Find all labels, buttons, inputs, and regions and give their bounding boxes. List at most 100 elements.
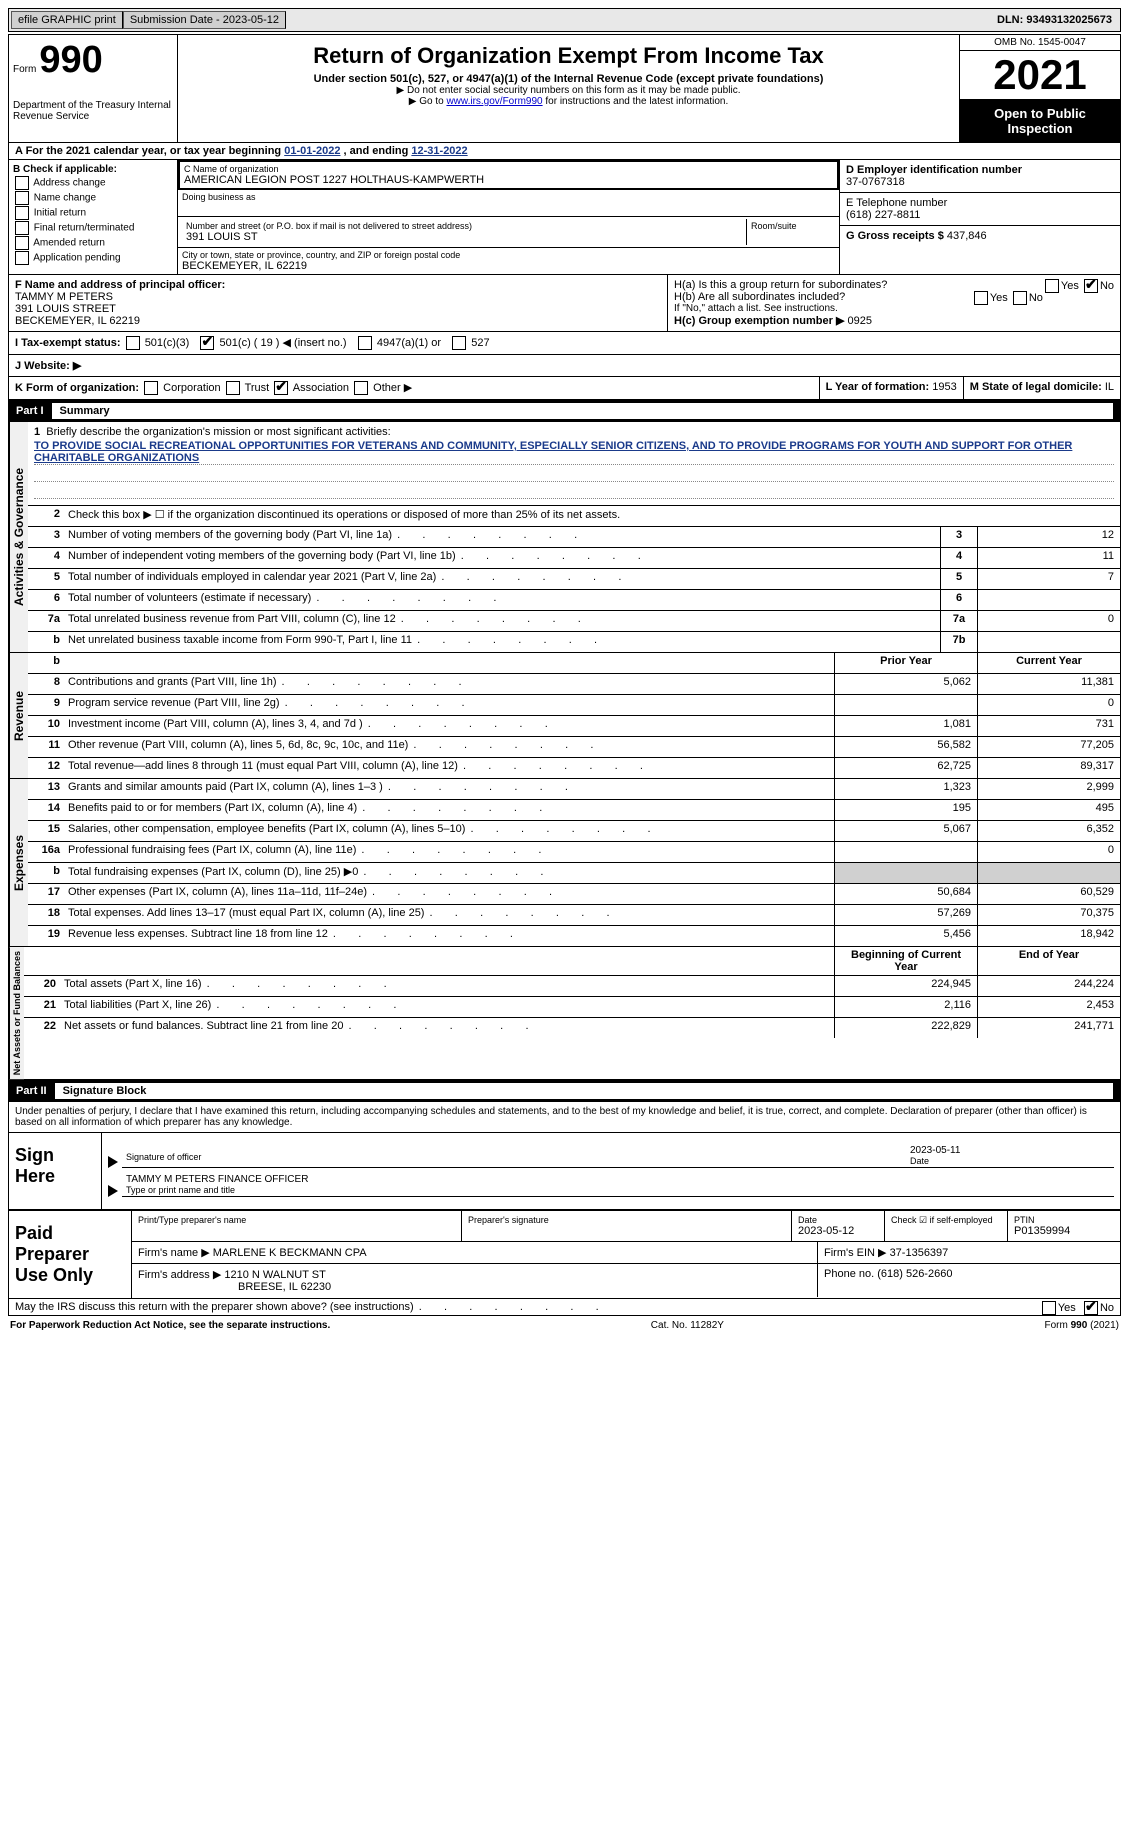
opt-corp[interactable]: Corporation	[163, 382, 220, 394]
officer-signature-field[interactable]: Signature of officer	[122, 1152, 906, 1168]
opt-assoc[interactable]: Association	[293, 382, 349, 394]
discuss-yes[interactable]: Yes	[1058, 1302, 1076, 1314]
begin-year-header: Beginning of Current Year	[834, 947, 977, 975]
vlabel-revenue: Revenue	[9, 653, 28, 778]
opt-501c[interactable]: 501(c) ( 19 ) ◀ (insert no.)	[220, 337, 347, 349]
line-17: 17Other expenses (Part IX, column (A), l…	[28, 884, 1120, 905]
paid-preparer-label: Paid Preparer Use Only	[9, 1211, 132, 1298]
h-b-yes[interactable]: Yes	[990, 292, 1008, 304]
check-address[interactable]: Address change	[13, 176, 173, 190]
line-20: 20Total assets (Part X, line 16)224,9452…	[24, 976, 1120, 997]
box-c-dba: Doing business as	[178, 190, 839, 217]
h-b-no[interactable]: No	[1029, 292, 1043, 304]
box-b-header: B Check if applicable:	[13, 164, 117, 175]
year-formation-label: L Year of formation:	[826, 381, 930, 393]
footer-right: Form 990 (2021)	[1045, 1320, 1119, 1331]
ein-value: 37-0767318	[846, 176, 905, 188]
room-label: Room/suite	[751, 221, 831, 231]
arrow-icon	[108, 1185, 118, 1197]
part-2-label: Part II	[16, 1085, 55, 1097]
form-org-label: K Form of organization:	[15, 382, 139, 394]
firm-name-value: MARLENE K BECKMANN CPA	[213, 1247, 367, 1259]
line-13: 13Grants and similar amounts paid (Part …	[28, 779, 1120, 800]
line-10: 10Investment income (Part VIII, column (…	[28, 716, 1120, 737]
efile-print-button[interactable]: efile GRAPHIC print	[11, 11, 123, 29]
footer-center: Cat. No. 11282Y	[651, 1320, 724, 1331]
tax-year: 2021	[960, 51, 1120, 100]
year-formation: 1953	[932, 381, 956, 393]
opt-trust[interactable]: Trust	[245, 382, 270, 394]
year-begin: 01-01-2022	[284, 145, 340, 157]
ptin-label: PTIN	[1014, 1215, 1114, 1225]
line-a: A For the 2021 calendar year, or tax yea…	[9, 143, 1120, 160]
check-amended[interactable]: Amended return	[13, 236, 173, 250]
firm-addr1: 1210 N WALNUT ST	[224, 1269, 325, 1281]
phone-label: E Telephone number	[846, 197, 947, 209]
city-label: City or town, state or province, country…	[182, 250, 835, 260]
arrow-icon	[108, 1156, 118, 1168]
phone-value: (618) 227-8811	[846, 209, 920, 221]
line-11: 11Other revenue (Part VIII, column (A), …	[28, 737, 1120, 758]
box-c-label: C Name of organization	[184, 164, 833, 174]
box-l: L Year of formation: 1953	[819, 377, 963, 399]
officer-label: F Name and address of principal officer:	[15, 279, 225, 291]
sig-name-value: TAMMY M PETERS FINANCE OFFICER	[126, 1174, 1110, 1185]
line-b: bTotal fundraising expenses (Part IX, co…	[28, 863, 1120, 884]
firm-addr2: BREESE, IL 62230	[238, 1281, 331, 1293]
line-14: 14Benefits paid to or for members (Part …	[28, 800, 1120, 821]
line-18: 18Total expenses. Add lines 13–17 (must …	[28, 905, 1120, 926]
box-j: J Website: ▶	[9, 354, 1120, 376]
page-footer: For Paperwork Reduction Act Notice, see …	[8, 1316, 1121, 1335]
line-19: 19Revenue less expenses. Subtract line 1…	[28, 926, 1120, 946]
gross-label: G Gross receipts $	[846, 230, 944, 242]
h-a-yes[interactable]: Yes	[1061, 280, 1079, 292]
firm-name-label: Firm's name ▶	[138, 1247, 210, 1259]
net-header: Beginning of Current Year End of Year	[24, 947, 1120, 976]
box-c-name: C Name of organization AMERICAN LEGION P…	[178, 160, 839, 190]
check-final[interactable]: Final return/terminated	[13, 221, 173, 235]
prep-selfemp[interactable]: Check ☑ if self-employed	[885, 1211, 1008, 1241]
opt-527[interactable]: 527	[471, 337, 489, 349]
vlabel-governance: Activities & Governance	[9, 422, 28, 652]
form-title: Return of Organization Exempt From Incom…	[186, 43, 951, 69]
line-6: 6Total number of volunteers (estimate if…	[28, 590, 1120, 611]
check-pending[interactable]: Application pending	[13, 251, 173, 265]
h-a-no[interactable]: No	[1100, 280, 1114, 292]
opt-501c3[interactable]: 501(c)(3)	[145, 337, 190, 349]
h-b-text: H(b) Are all subordinates included?	[674, 291, 845, 303]
sig-officer-label: Signature of officer	[126, 1152, 902, 1162]
ein-label: D Employer identification number	[846, 164, 1022, 176]
top-bar: efile GRAPHIC print Submission Date - 20…	[8, 8, 1121, 32]
check-initial[interactable]: Initial return	[13, 206, 173, 220]
website-label: J Website: ▶	[15, 360, 81, 372]
prep-name-label: Print/Type preparer's name	[138, 1215, 455, 1225]
line-8: 8Contributions and grants (Part VIII, li…	[28, 674, 1120, 695]
dba-label: Doing business as	[182, 192, 835, 202]
officer-name: TAMMY M PETERS	[15, 291, 113, 303]
form-number: 990	[39, 39, 102, 81]
current-year-header: Current Year	[977, 653, 1120, 673]
sign-here-label: Sign Here	[9, 1133, 102, 1209]
h-c-value: 0925	[847, 315, 871, 327]
sig-declaration: Under penalties of perjury, I declare th…	[9, 1102, 1120, 1133]
domicile-label: M State of legal domicile:	[970, 381, 1102, 393]
note-link-pre: ▶ Go to	[409, 96, 447, 107]
gross-value: 437,846	[947, 230, 987, 242]
public-inspection: Open to Public Inspection	[960, 100, 1120, 142]
end-year-header: End of Year	[977, 947, 1120, 975]
opt-other[interactable]: Other ▶	[373, 382, 412, 394]
irs-link[interactable]: www.irs.gov/Form990	[446, 96, 542, 107]
domicile-value: IL	[1105, 381, 1114, 393]
sig-date-field: 2023-05-11 Date	[906, 1145, 1114, 1168]
prep-date-label: Date	[798, 1215, 878, 1225]
discuss-no[interactable]: No	[1100, 1302, 1114, 1314]
firm-ein-label: Firm's EIN ▶	[824, 1247, 887, 1259]
line-b: bNet unrelated business taxable income f…	[28, 632, 1120, 652]
prior-year-header: Prior Year	[834, 653, 977, 673]
part-2-title: Signature Block	[55, 1083, 1113, 1099]
discuss-line: May the IRS discuss this return with the…	[8, 1299, 1121, 1316]
check-name[interactable]: Name change	[13, 191, 173, 205]
part-1-label: Part I	[16, 405, 52, 417]
opt-4947[interactable]: 4947(a)(1) or	[377, 337, 441, 349]
line-4: 4Number of independent voting members of…	[28, 548, 1120, 569]
